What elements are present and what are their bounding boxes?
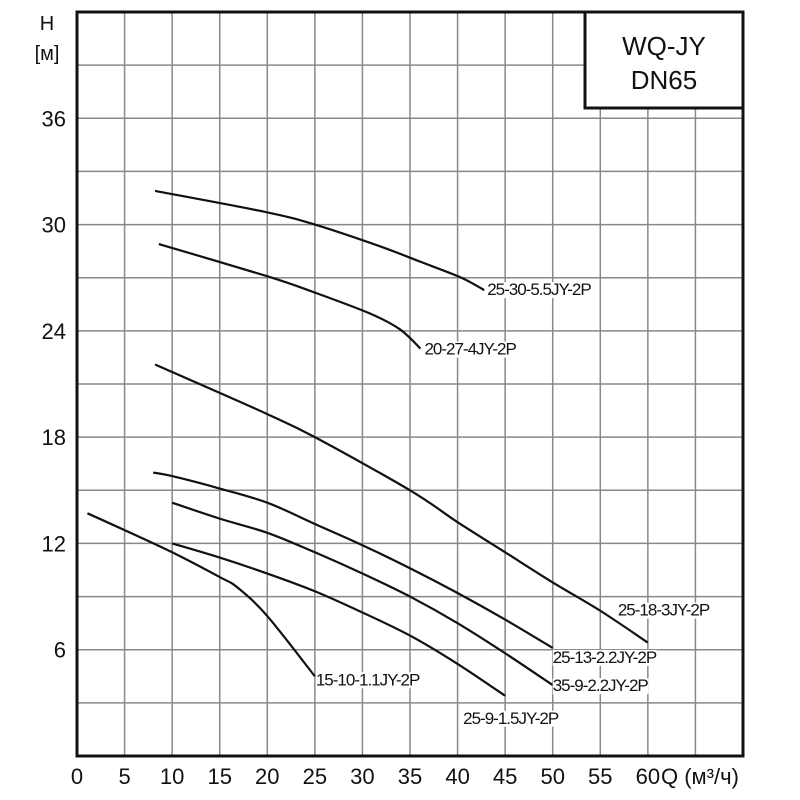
curve-15-10-1.1JY-2P bbox=[87, 512, 316, 677]
model-box: WQ-JY DN65 bbox=[583, 10, 745, 110]
grid bbox=[77, 12, 743, 756]
curve-label-bg bbox=[487, 282, 592, 299]
curve-25-13-2.2JY-2P bbox=[152, 471, 554, 649]
x-tick-label: 10 bbox=[160, 764, 184, 789]
x-tick-label: 20 bbox=[255, 764, 279, 789]
tick-labels: 0 5 10 15 20 25 30 35 40 45 50 55 60 6 12 18 24 30 36 bbox=[42, 106, 661, 789]
curve-label-bg bbox=[424, 341, 517, 358]
y-tick-label: 36 bbox=[42, 106, 66, 131]
x-tick-label: 0 bbox=[71, 764, 83, 789]
curve-label: 20-27-4JY-2P bbox=[424, 340, 516, 359]
curve-label: 25-9-1.5JY-2P bbox=[463, 709, 559, 728]
x-tick-label: 30 bbox=[350, 764, 374, 789]
y-tick-label: 12 bbox=[42, 531, 66, 556]
y-tick-label: 30 bbox=[42, 213, 66, 238]
curve-25-18-3JY-2P bbox=[154, 363, 649, 644]
x-tick-label: 35 bbox=[398, 764, 422, 789]
curve-label: 25-13-2.2JY-2P bbox=[553, 648, 657, 667]
curve-25-30-5.5JY-2P bbox=[154, 189, 485, 292]
x-axis-label: Q (м³/ч) bbox=[661, 764, 739, 789]
curve-label: 25-18-3JY-2P bbox=[618, 601, 710, 620]
y-tick-label: 24 bbox=[42, 319, 66, 344]
curve-labels: 25-30-5.5JY-2P 20-27-4JY-2P 25-18-3JY-2P 25… bbox=[315, 280, 711, 728]
x-tick-label: 5 bbox=[118, 764, 130, 789]
curve-25-9-1.5JY-2P bbox=[171, 542, 506, 697]
curve-label: 35-9-2.2JY-2P bbox=[553, 676, 649, 695]
curve-20-27-4JY-2P bbox=[158, 243, 422, 350]
x-tick-label: 50 bbox=[540, 764, 564, 789]
x-tick-label: 15 bbox=[207, 764, 231, 789]
curve-label: 25-30-5.5JY-2P bbox=[487, 280, 591, 299]
model-box-frame bbox=[583, 10, 745, 110]
model-box-line2: DN65 bbox=[631, 65, 697, 95]
curve-label-bg bbox=[617, 602, 710, 619]
y-tick-label: 6 bbox=[54, 638, 66, 663]
y-axis-unit: [м] bbox=[35, 43, 60, 65]
x-tick-label: 45 bbox=[493, 764, 517, 789]
x-tick-label: 25 bbox=[303, 764, 327, 789]
curve-label-bg bbox=[463, 710, 559, 727]
curve-label-bg bbox=[315, 672, 421, 689]
curve-35-9-2.2JY-2P bbox=[171, 501, 554, 687]
x-tick-label: 60 bbox=[636, 764, 660, 789]
curve-label: 15-10-1.1JY-2P bbox=[316, 670, 420, 689]
y-tick-label: 18 bbox=[42, 425, 66, 450]
curves bbox=[87, 189, 649, 697]
curve-label-bg bbox=[552, 649, 657, 666]
model-box-line1: WQ-JY bbox=[622, 31, 706, 61]
x-tick-label: 40 bbox=[445, 764, 469, 789]
curve-label-bg bbox=[552, 678, 649, 695]
y-axis-label: H bbox=[40, 13, 54, 35]
plot-frame bbox=[75, 10, 745, 758]
x-tick-label: 55 bbox=[588, 764, 612, 789]
